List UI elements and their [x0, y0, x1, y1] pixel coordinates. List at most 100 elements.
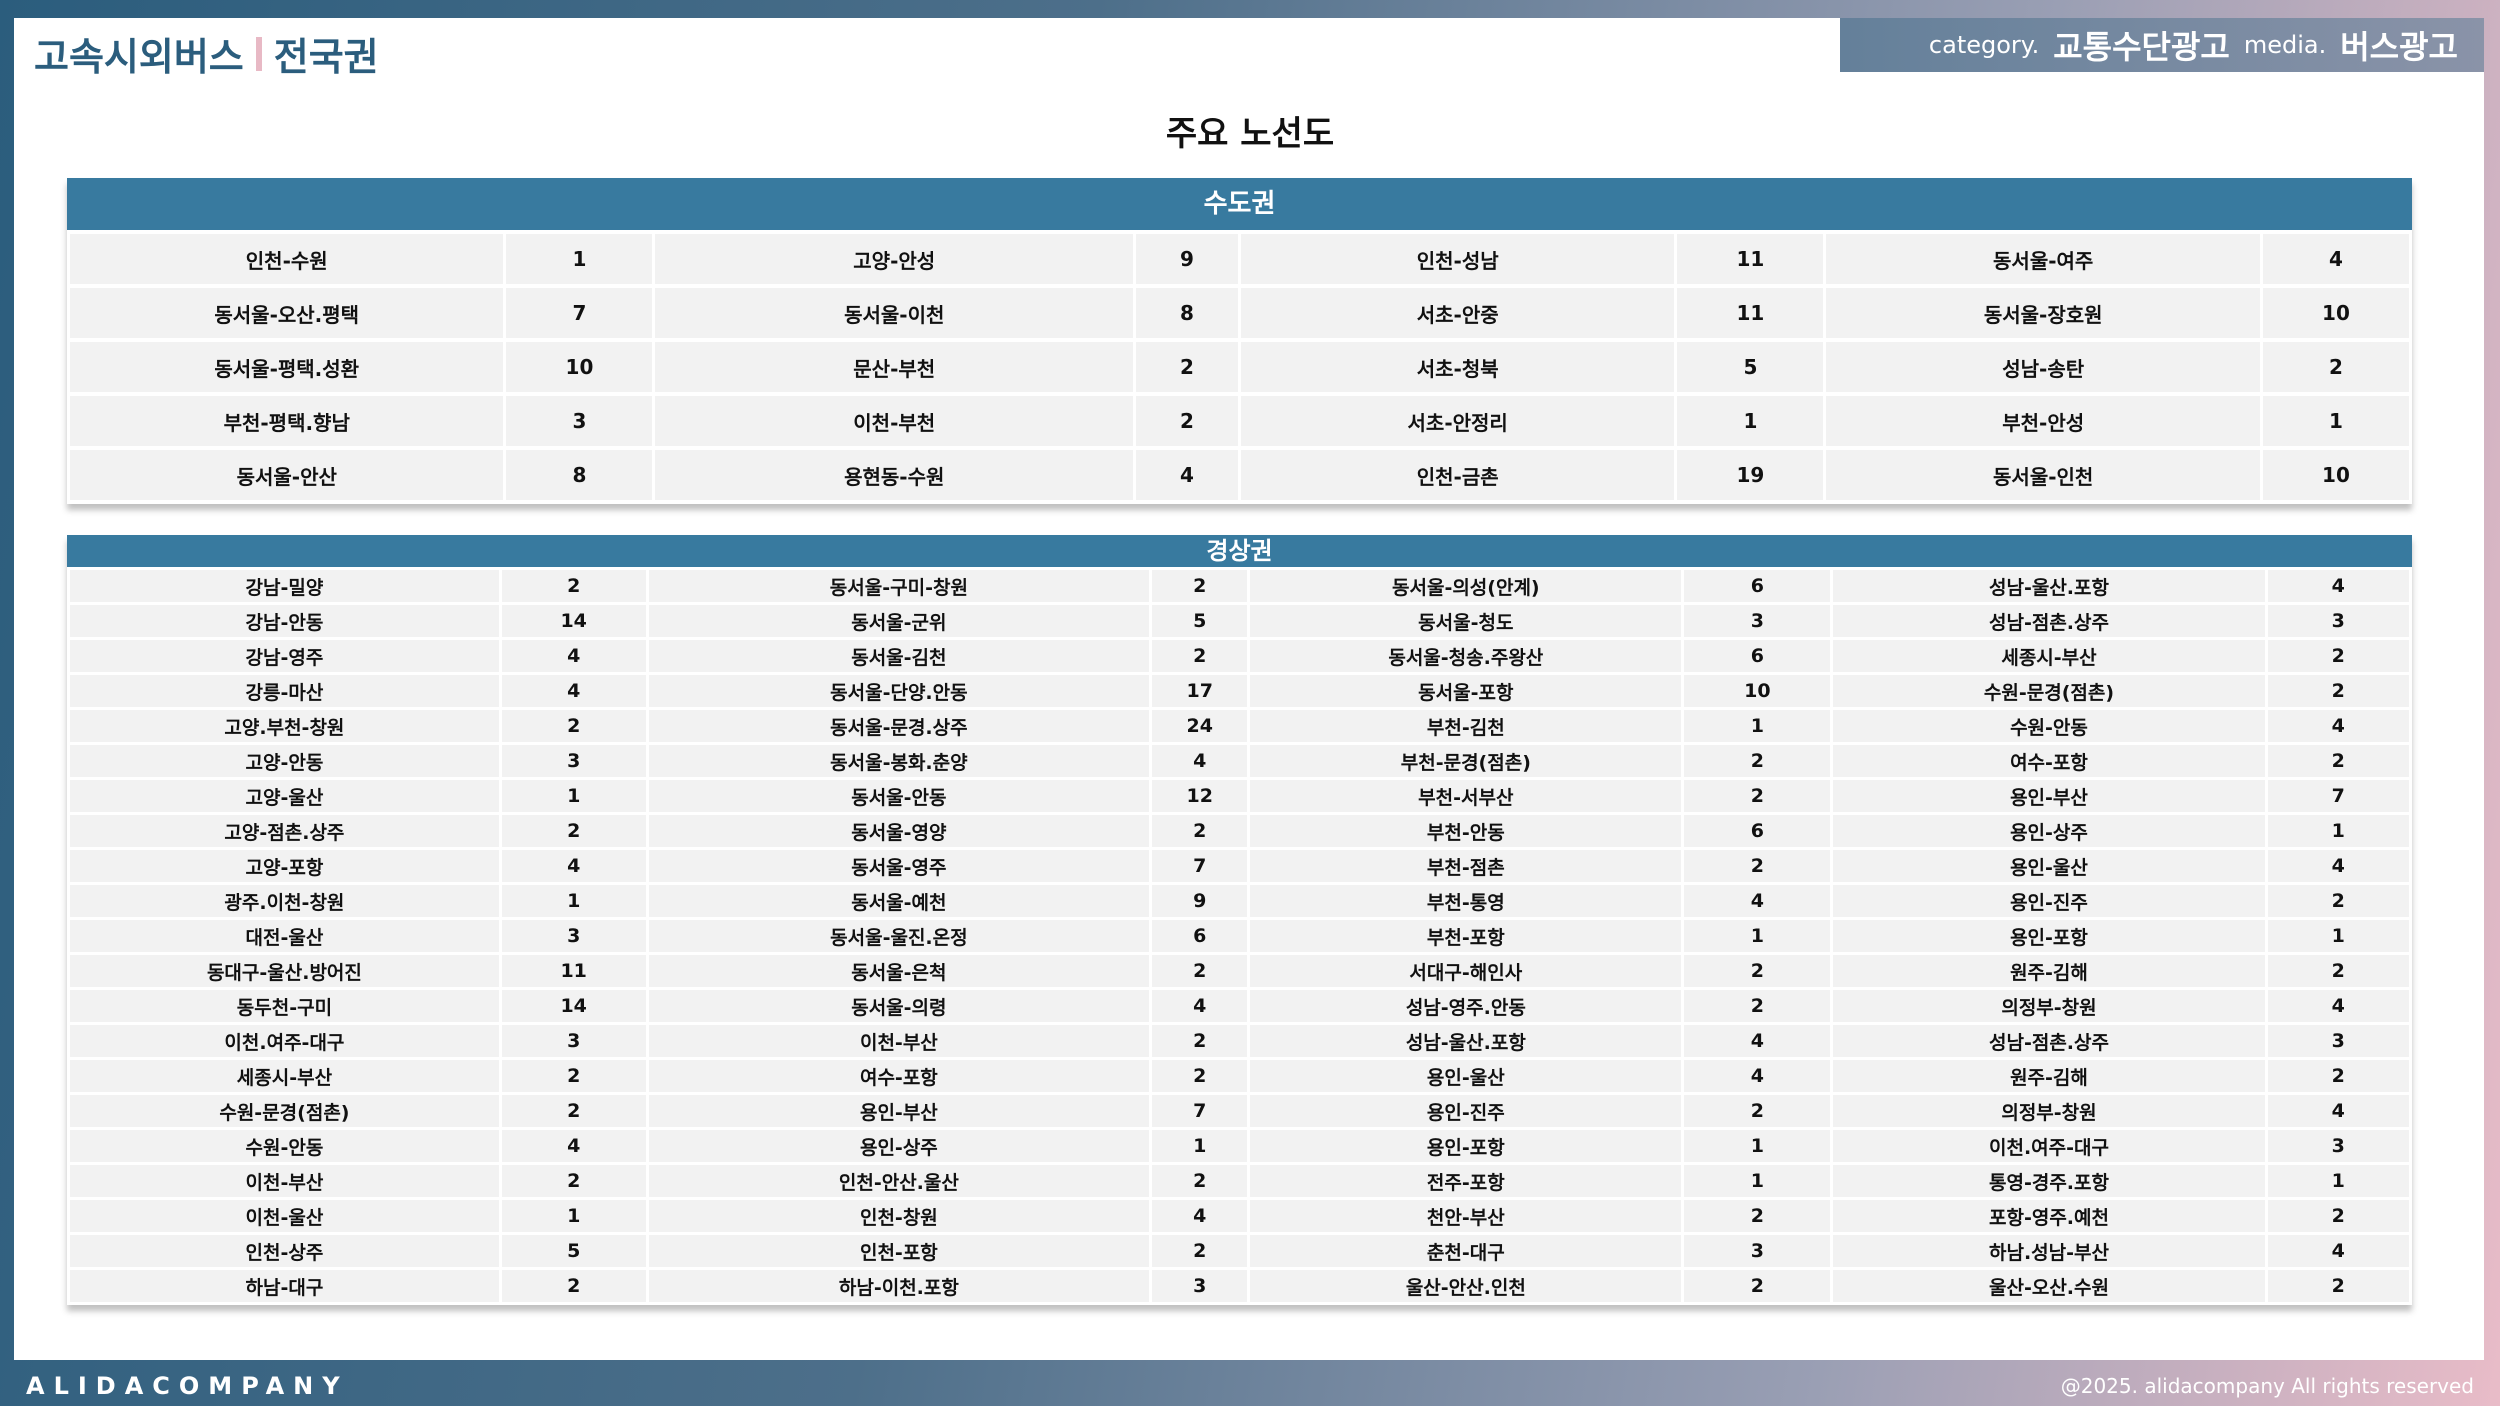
route-name: 동서울-울진.온정 — [648, 920, 1150, 952]
route-name: 동서울-오산.평택 — [70, 288, 504, 338]
table-row: 고양-점촌.상주 2 동서울-영양 2 부천-안동 6 용인-상주 1 — [70, 815, 2409, 847]
section-header: 수도권 — [67, 178, 2412, 230]
route-name: 용인-부산 — [648, 1095, 1150, 1127]
table-row: 고양.부천-창원 2 동서울-문경.상주 24 부천-김천 1 수원-안동 4 — [70, 710, 2409, 742]
route-name: 수원-문경(점촌) — [1833, 675, 2265, 707]
brand-title: 고속시외버스 전국권 — [34, 26, 379, 81]
route-count: 3 — [2267, 605, 2409, 637]
route-count: 4 — [501, 1130, 646, 1162]
route-name: 수원-안동 — [70, 1130, 499, 1162]
route-count: 4 — [1152, 990, 1248, 1022]
route-name: 서초-청북 — [1240, 342, 1675, 392]
route-name: 동서울-군위 — [648, 605, 1150, 637]
region-name: 전국권 — [273, 35, 379, 79]
route-count: 2 — [1152, 1165, 1248, 1197]
route-count: 6 — [1152, 920, 1248, 952]
route-count: 4 — [1684, 1025, 1831, 1057]
table-row: 이천-부산 2 인천-안산.울산 2 전주-포항 1 통영-경주.포항 1 — [70, 1165, 2409, 1197]
route-name: 인천-안산.울산 — [648, 1165, 1150, 1197]
route-count: 2 — [2267, 955, 2409, 987]
route-count: 2 — [2267, 885, 2409, 917]
route-name: 수원-문경(점촌) — [70, 1095, 499, 1127]
route-count: 7 — [1152, 850, 1248, 882]
route-count: 11 — [1677, 234, 1824, 284]
route-count: 12 — [1152, 780, 1248, 812]
route-name: 고양-울산 — [70, 780, 499, 812]
route-count: 6 — [1684, 640, 1831, 672]
route-count: 2 — [2267, 1060, 2409, 1092]
route-name: 동서울-인천 — [1826, 450, 2260, 500]
route-count: 3 — [501, 1025, 646, 1057]
route-count: 2 — [1152, 1025, 1248, 1057]
route-name: 용인-부산 — [1833, 780, 2265, 812]
route-count: 24 — [1152, 710, 1248, 742]
route-name: 고양.부천-창원 — [70, 710, 499, 742]
route-count: 4 — [501, 850, 646, 882]
table-row: 강남-안동 14 동서울-군위 5 동서울-청도 3 성남-점촌.상주 3 — [70, 605, 2409, 637]
route-count: 10 — [1684, 675, 1831, 707]
route-name: 동서울-문경.상주 — [648, 710, 1150, 742]
route-name: 포항-영주.예천 — [1833, 1200, 2265, 1232]
route-name: 동서울-예천 — [648, 885, 1150, 917]
route-count: 4 — [2267, 850, 2409, 882]
route-name: 부천-문경(점촌) — [1250, 745, 1682, 777]
route-name: 용인-울산 — [1250, 1060, 1682, 1092]
route-name: 동서울-은척 — [648, 955, 1150, 987]
route-name: 동서울-청송.주왕산 — [1250, 640, 1682, 672]
route-count: 2 — [1684, 745, 1831, 777]
table-row: 동서울-안산 8 용현동-수원 4 인천-금촌 19 동서울-인천 10 — [70, 450, 2409, 500]
route-count: 4 — [2267, 990, 2409, 1022]
route-count: 3 — [506, 396, 653, 446]
route-name: 성남-울산.포항 — [1250, 1025, 1682, 1057]
route-name: 이천-부산 — [70, 1165, 499, 1197]
route-count: 1 — [1684, 1165, 1831, 1197]
route-count: 11 — [1677, 288, 1824, 338]
route-count: 2 — [1684, 955, 1831, 987]
route-name: 울산-안산.인천 — [1250, 1270, 1682, 1302]
route-name: 용인-진주 — [1250, 1095, 1682, 1127]
route-name: 수원-안동 — [1833, 710, 2265, 742]
route-name: 인천-금촌 — [1240, 450, 1675, 500]
table-row: 고양-안동 3 동서울-봉화.춘양 4 부천-문경(점촌) 2 여수-포항 2 — [70, 745, 2409, 777]
route-count: 14 — [501, 990, 646, 1022]
table-row: 세종시-부산 2 여수-포항 2 용인-울산 4 원주-김해 2 — [70, 1060, 2409, 1092]
route-count: 1 — [1677, 396, 1824, 446]
route-name: 동서울-이천 — [655, 288, 1133, 338]
route-count: 2 — [501, 570, 646, 602]
route-count: 1 — [501, 1200, 646, 1232]
route-name: 동서울-여주 — [1826, 234, 2260, 284]
route-name: 부천-포항 — [1250, 920, 1682, 952]
route-name: 동서울-김천 — [648, 640, 1150, 672]
route-count: 3 — [501, 745, 646, 777]
route-name: 의정부-창원 — [1833, 1095, 2265, 1127]
table-row: 대전-울산 3 동서울-울진.온정 6 부천-포항 1 용인-포항 1 — [70, 920, 2409, 952]
route-count: 4 — [1152, 1200, 1248, 1232]
route-name: 성남-울산.포항 — [1833, 570, 2265, 602]
table-row: 고양-울산 1 동서울-안동 12 부천-서부산 2 용인-부산 7 — [70, 780, 2409, 812]
category-label: category. — [1928, 31, 2040, 59]
route-count: 1 — [2267, 1165, 2409, 1197]
table-row: 강릉-마산 4 동서울-단양.안동 17 동서울-포항 10 수원-문경(점촌) 2 — [70, 675, 2409, 707]
route-name: 고양-안동 — [70, 745, 499, 777]
table-row: 하남-대구 2 하남-이천.포항 3 울산-안산.인천 2 울산-오산.수원 2 — [70, 1270, 2409, 1302]
route-name: 동서울-안동 — [648, 780, 1150, 812]
route-name: 동두천-구미 — [70, 990, 499, 1022]
route-table-gyeongsang: 경상권 강남-밀양 2 동서울-구미-창원 2 동서울-의성(안계) 6 성남-울산.포항 4… — [67, 535, 2412, 1305]
route-count: 4 — [2267, 710, 2409, 742]
route-count: 2 — [1684, 1270, 1831, 1302]
route-count: 2 — [2267, 1270, 2409, 1302]
table-row: 강남-밀양 2 동서울-구미-창원 2 동서울-의성(안계) 6 성남-울산.포항 4 — [70, 570, 2409, 602]
route-count: 7 — [2267, 780, 2409, 812]
route-count: 3 — [2267, 1130, 2409, 1162]
route-name: 동서울-의성(안계) — [1250, 570, 1682, 602]
route-count: 2 — [501, 710, 646, 742]
route-name: 통영-경주.포항 — [1833, 1165, 2265, 1197]
category-value: 교통수단광고 — [2053, 28, 2230, 66]
route-count: 11 — [501, 955, 646, 987]
route-count: 2 — [2262, 342, 2409, 392]
route-count: 1 — [1152, 1130, 1248, 1162]
route-count: 1 — [1684, 1130, 1831, 1162]
route-count: 2 — [1152, 1060, 1248, 1092]
route-count: 4 — [501, 640, 646, 672]
route-name: 용인-포항 — [1833, 920, 2265, 952]
